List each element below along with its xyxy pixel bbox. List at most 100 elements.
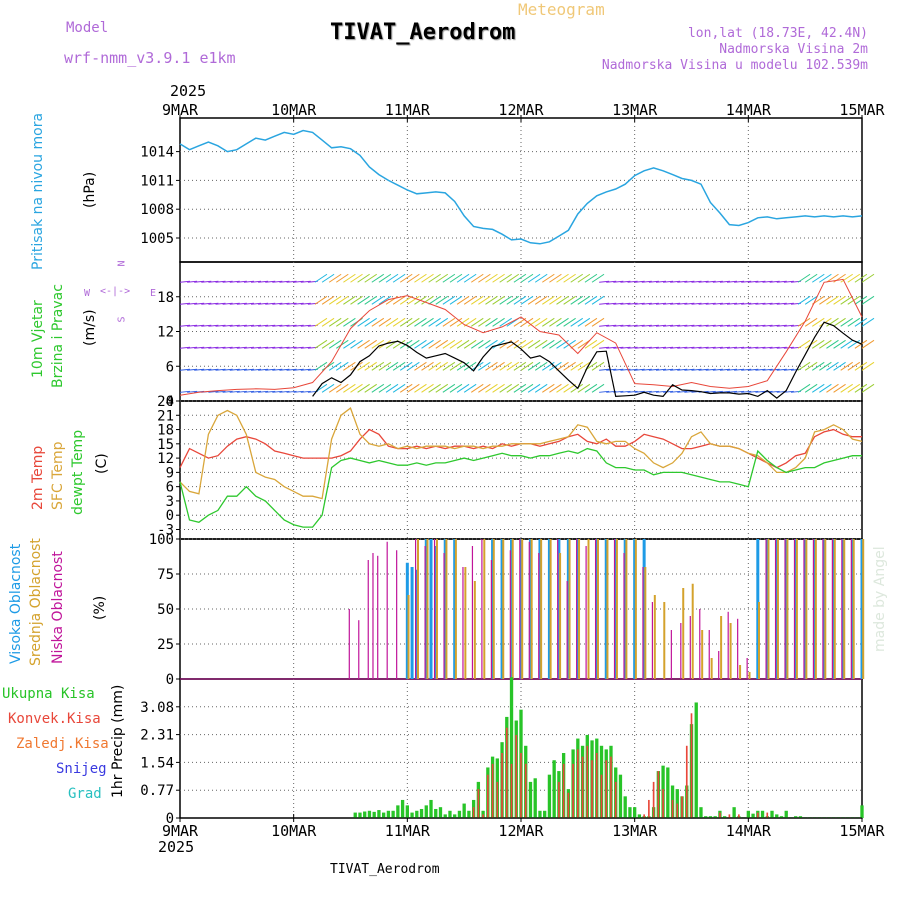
- wind-arrow: [179, 324, 191, 327]
- wind-arrow: [194, 368, 205, 371]
- wind-arrow: [485, 273, 498, 283]
- wind-arrow: [734, 302, 745, 305]
- wind-arrow: [250, 302, 262, 305]
- precip-bar-convective: [766, 812, 769, 818]
- wind-arrow: [435, 295, 449, 305]
- wind-arrow: [748, 368, 759, 371]
- wind-arrow: [527, 361, 541, 371]
- wind-arrow: [293, 302, 304, 305]
- wind-arrow: [705, 390, 716, 393]
- precip-bar-total: [538, 810, 542, 818]
- precip-bar-convective: [482, 814, 484, 818]
- wind-arrow: [584, 383, 598, 393]
- wind-speed-line: [312, 321, 863, 399]
- x-tick-label-top: 11MAR: [385, 101, 431, 119]
- precip-bar-convective: [567, 792, 570, 818]
- wind-arrow: [655, 390, 667, 393]
- wind-arrow: [350, 295, 363, 305]
- wind-arrow: [741, 390, 752, 393]
- wind-arrow: [726, 346, 738, 349]
- wind-arrow: [854, 273, 868, 283]
- wind-arrow: [279, 280, 290, 283]
- wind-arrow: [840, 361, 853, 371]
- precip-bar-convective: [477, 789, 480, 818]
- precip-bar-total: [779, 816, 784, 818]
- wind-arrow: [527, 383, 541, 393]
- wind-arrow: [534, 295, 548, 305]
- wind-arrow: [861, 361, 875, 371]
- wind-arrow: [620, 280, 631, 283]
- wind-arrow: [563, 383, 576, 393]
- precip-ytick-label: 3.08: [140, 700, 174, 716]
- wind-arrow: [421, 295, 434, 305]
- wind-arrow: [208, 346, 219, 349]
- wind-arrow: [641, 324, 652, 327]
- wind-arrow: [229, 280, 240, 283]
- wind-arrow: [542, 295, 555, 305]
- wind-arrow: [272, 346, 283, 349]
- wind-arrow: [428, 339, 441, 349]
- pressure-ytick-label: 1005: [140, 231, 174, 247]
- wind-arrow: [215, 346, 226, 349]
- wind-arrow: [378, 295, 392, 305]
- wind-arrow: [435, 383, 449, 393]
- precip-bar-total: [353, 812, 357, 818]
- wind-arrow: [648, 368, 659, 371]
- wind-arrow: [691, 324, 702, 327]
- wind-arrow: [357, 295, 370, 305]
- wind-arrow: [250, 390, 262, 393]
- wind-arrow: [236, 324, 247, 327]
- wind-arrow: [336, 339, 349, 349]
- wind-arrow: [613, 368, 624, 371]
- wind-arrow: [179, 346, 191, 349]
- wind-arrow: [556, 273, 569, 283]
- wind-arrow: [698, 280, 709, 283]
- wind-arrow: [584, 273, 598, 283]
- wind-arrow: [314, 361, 328, 371]
- wind-arrow: [378, 361, 392, 371]
- temperature-ytick-label: 12: [157, 451, 174, 467]
- wind-arrow: [343, 273, 356, 283]
- wind-arrow: [755, 302, 766, 305]
- wind-arrow: [591, 361, 605, 371]
- wind-arrow: [364, 273, 377, 283]
- wind-arrow: [229, 324, 240, 327]
- wind-arrow: [677, 324, 688, 327]
- wind-arrow: [599, 302, 610, 305]
- precip-bar-convective: [577, 749, 579, 818]
- wind-arrow: [399, 361, 413, 371]
- wind-arrow: [606, 324, 617, 327]
- wind-arrow: [833, 383, 846, 393]
- wind-arrow: [520, 361, 534, 371]
- wind-arrow: [506, 273, 520, 283]
- precip-bar-total: [794, 816, 798, 818]
- wind-arrow: [684, 324, 695, 327]
- wind-arrow: [194, 346, 205, 349]
- wind-arrow: [804, 361, 818, 371]
- precip-bar-convective: [648, 799, 650, 818]
- precip-bar-total: [751, 813, 755, 818]
- wind-arrow: [783, 280, 794, 283]
- pressure-ytick-label: 1014: [140, 145, 174, 161]
- wind-arrow: [371, 273, 385, 283]
- wind-arrow: [712, 346, 723, 349]
- precip-bar-convective: [685, 745, 688, 818]
- wind-arrow: [670, 346, 681, 349]
- wind-arrow: [563, 317, 576, 327]
- wind-arrow: [527, 273, 541, 283]
- wind-arrow: [734, 280, 745, 283]
- wind-arrow: [719, 346, 730, 349]
- wind-arrow: [698, 324, 709, 327]
- wind-arrow: [364, 317, 377, 327]
- wind-arrow: [478, 295, 491, 305]
- precip-bar-total: [415, 810, 419, 818]
- wind-arrow: [265, 390, 276, 393]
- wind-arrow: [506, 383, 520, 393]
- wind-arrow: [279, 390, 290, 393]
- cloud-ytick-label: 100: [149, 532, 174, 548]
- wind-arrow: [293, 280, 304, 283]
- wind-arrow: [769, 390, 780, 393]
- wind-arrow: [755, 280, 766, 283]
- precip-legend-convective: Konvek.Kisa: [8, 711, 101, 727]
- precip-bar-total: [547, 774, 552, 818]
